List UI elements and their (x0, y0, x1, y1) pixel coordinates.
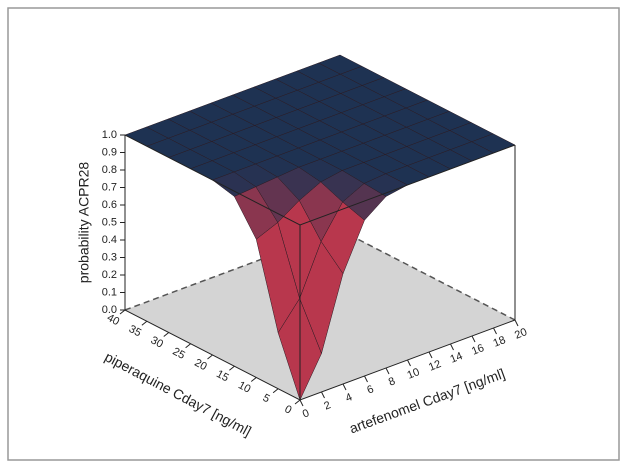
z-tick-label: 0.6 (102, 199, 117, 211)
z-tick-label: 0.2 (102, 269, 117, 281)
x-tick (493, 327, 497, 335)
x-tick-label: 16 (470, 342, 486, 358)
y-tick-label: 5 (261, 392, 272, 405)
x-tick-label: 0 (301, 407, 311, 420)
x-tick (342, 383, 347, 391)
x-tick (428, 351, 433, 359)
y-tick-label: 35 (127, 323, 143, 339)
y-tick-label: 30 (149, 334, 165, 350)
x-tick (364, 375, 368, 383)
y-tick (272, 388, 279, 394)
floor-edge (339, 229, 516, 321)
y-tick-label: 10 (236, 379, 252, 395)
x-tick (321, 391, 325, 399)
z-tick-label: 0.7 (102, 181, 117, 193)
x-tick (514, 319, 519, 327)
x-tick (471, 335, 476, 343)
x-tick-label: 2 (322, 399, 332, 412)
y-tick-label: 0 (283, 403, 294, 416)
x-tick (299, 399, 304, 407)
x-tick (450, 343, 454, 351)
y-tick-label: 25 (170, 345, 186, 361)
x-tick-label: 14 (449, 350, 465, 366)
z-tick-label: 0.4 (102, 234, 117, 246)
y-tick (163, 332, 170, 337)
z-tick-label: 0.5 (102, 216, 117, 228)
y-tick (207, 354, 213, 360)
y-tick-label: 20 (192, 357, 208, 373)
box-edge (124, 134, 516, 226)
x-tick (407, 359, 411, 367)
z-tick-label: 0.8 (102, 164, 117, 176)
y-tick-label: 40 (105, 312, 121, 328)
y-tick (229, 365, 235, 371)
x-tick-label: 18 (492, 334, 508, 350)
y-tick (294, 399, 301, 405)
x-tick (385, 367, 390, 375)
y-tick-label: 15 (214, 368, 230, 384)
x-tick-label: 20 (513, 326, 529, 342)
z-tick-label: 0.3 (102, 251, 117, 263)
x-tick-label: 6 (365, 383, 375, 396)
z-tick-label: 1.0 (102, 129, 117, 141)
x-tick-label: 8 (387, 375, 397, 388)
x-tick-label: 10 (406, 366, 422, 382)
z-tick-label: 0.1 (102, 286, 117, 298)
y-tick (250, 377, 257, 382)
z-tick-label: 0.0 (102, 304, 117, 316)
x-tick-label: 4 (344, 391, 354, 404)
y-tick (141, 320, 148, 326)
z-tick-label: 0.9 (102, 146, 117, 158)
x-tick-label: 12 (427, 358, 443, 374)
y-tick (185, 343, 191, 349)
y-tick (119, 309, 126, 315)
z-axis-title: probability ACPR28 (76, 162, 92, 284)
